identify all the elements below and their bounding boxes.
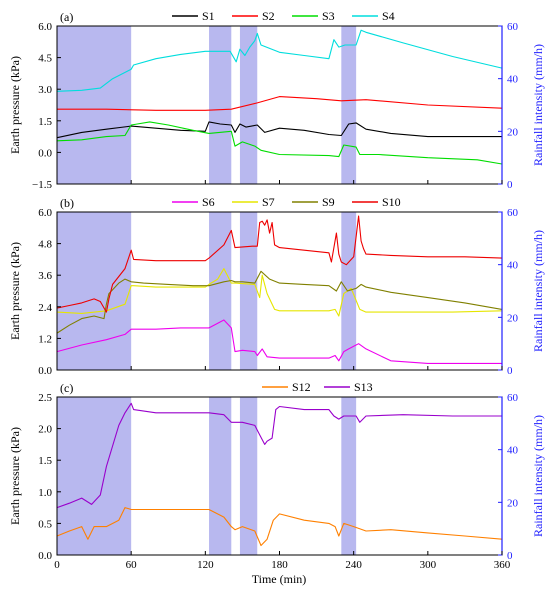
x-tick-label: 240 — [345, 559, 362, 571]
x-axis-title: Time (min) — [252, 572, 307, 586]
rainfall-shade-1 — [57, 397, 132, 555]
series-line-s7 — [56, 268, 503, 317]
legend-label-s13: S13 — [354, 380, 373, 394]
series-line-s9 — [56, 270, 503, 334]
y-tick-label: 1.2 — [38, 333, 52, 345]
right-y-tick-label: 0 — [507, 179, 513, 191]
x-tick-label: 180 — [271, 559, 288, 571]
x-tick-label: 120 — [197, 559, 214, 571]
right-y-tick-label: 60 — [507, 207, 519, 219]
legend-label-s10: S10 — [382, 195, 401, 209]
right-y-tick-label: 20 — [507, 312, 519, 324]
legend-label-s12: S12 — [292, 380, 311, 394]
y-tick-label: 1.0 — [38, 487, 52, 499]
panel-c: 0.0 0.5 1.0 1.5 2.0 2.5 0 20 40 60 0 60 120 180 240 300… — [8, 380, 545, 571]
rainfall-shade-4 — [341, 397, 357, 555]
x-tick-label: 300 — [420, 559, 437, 571]
y-axis-title: Earth pressure (kPa) — [8, 427, 22, 525]
right-y-tick-label: 20 — [507, 126, 519, 138]
y-tick-label: 2.4 — [38, 302, 52, 314]
series-line-s6 — [56, 319, 502, 364]
rainfall-shade-2 — [209, 212, 232, 370]
rainfall-shade-2 — [209, 26, 232, 184]
series-line-s1 — [56, 121, 502, 139]
right-y-tick-label: 0 — [507, 550, 513, 562]
rainfall-shade-1 — [57, 212, 132, 370]
y-axis-title: Earth pressure (kPa) — [8, 56, 22, 154]
right-y-tick-label: 60 — [507, 21, 519, 33]
x-tick-label: 60 — [126, 559, 138, 571]
y-tick-label: 2.5 — [38, 392, 52, 404]
rainfall-shade-3 — [239, 212, 258, 370]
series-line-s2 — [57, 96, 503, 111]
y-tick-label: 0.5 — [38, 518, 52, 530]
y-tick-label: 2.0 — [38, 424, 52, 436]
rainfall-shade-1 — [57, 26, 132, 184]
series-line-s3 — [56, 121, 503, 165]
legend-label-s9: S9 — [322, 195, 335, 209]
right-y-axis-title: Rainfall intensity (mm/h) — [531, 44, 545, 166]
legend-label-s7: S7 — [262, 195, 275, 209]
panel-label: (b) — [60, 196, 74, 210]
panel-a: −1.5 0.0 1.5 3.0 4.5 6.0 0 20 40 60 Earth pressure… — [8, 9, 545, 191]
legend-label-s4: S4 — [382, 9, 395, 23]
y-tick-label: 0.0 — [38, 147, 52, 159]
panel-label: (a) — [60, 10, 73, 24]
rainfall-shade-3 — [239, 397, 258, 555]
y-tick-label: 4.8 — [38, 239, 52, 251]
legend-label-s1: S1 — [202, 9, 215, 23]
y-tick-label: 4.5 — [38, 53, 52, 65]
right-y-axis-title: Rainfall intensity (mm/h) — [531, 415, 545, 537]
right-y-tick-label: 40 — [507, 74, 519, 86]
y-tick-label: 0.0 — [38, 550, 52, 562]
y-tick-label: 1.5 — [38, 116, 52, 128]
panel-b: 0.0 1.2 2.4 3.6 4.8 6.0 0 20 40 60 Earth pressure … — [8, 195, 545, 377]
right-y-axis-title: Rainfall intensity (mm/h) — [531, 230, 545, 352]
y-tick-label: 6.0 — [38, 207, 52, 219]
series-line-s12 — [56, 507, 503, 547]
x-tick-label: 0 — [54, 559, 60, 571]
y-tick-label: 3.0 — [38, 84, 52, 96]
panel-label: (c) — [60, 381, 73, 395]
y-axis-title: Earth pressure (kPa) — [8, 242, 22, 340]
right-y-tick-label: 60 — [507, 392, 519, 404]
y-tick-label: 0.0 — [38, 365, 52, 377]
y-tick-label: 3.6 — [38, 270, 52, 282]
legend-label-s3: S3 — [322, 9, 335, 23]
rainfall-shade-4 — [341, 26, 357, 184]
y-tick-label: −1.5 — [32, 179, 52, 191]
legend-label-s6: S6 — [202, 195, 215, 209]
legend-label-s2: S2 — [262, 9, 275, 23]
right-y-tick-label: 40 — [507, 445, 519, 457]
y-tick-label: 6.0 — [38, 21, 52, 33]
series-line-s13 — [56, 402, 502, 509]
right-y-tick-label: 0 — [507, 365, 513, 377]
rainfall-shade-2 — [209, 397, 232, 555]
right-y-tick-label: 20 — [507, 497, 519, 509]
x-tick-label: 360 — [494, 559, 511, 571]
series-line-s4 — [56, 29, 503, 92]
right-y-tick-label: 40 — [507, 260, 519, 272]
y-tick-label: 1.5 — [38, 455, 52, 467]
series-line-s10 — [56, 215, 503, 313]
